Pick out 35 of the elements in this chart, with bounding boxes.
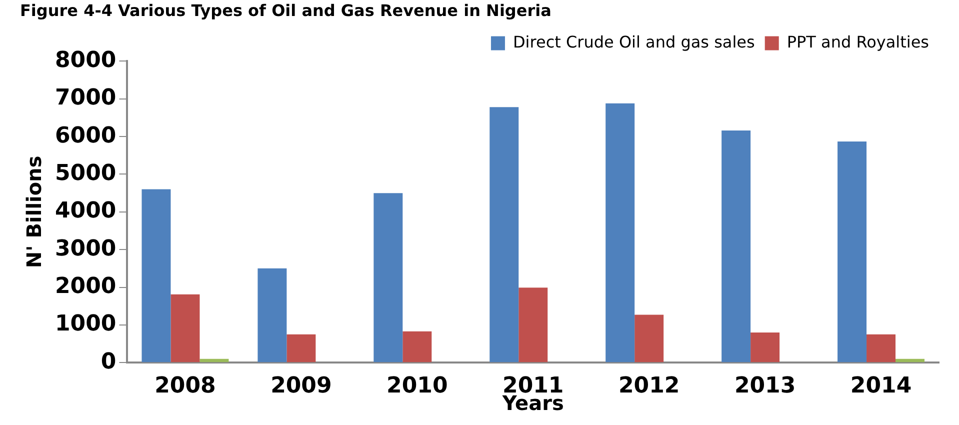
- y-tick-label: 7000: [54, 86, 116, 111]
- bar: [838, 141, 867, 362]
- x-tick-label: 2008: [154, 374, 216, 399]
- bar: [374, 193, 403, 362]
- y-tick-label: 0: [100, 349, 116, 374]
- y-tick-label: 5000: [54, 160, 116, 186]
- legend-label: Direct Crude Oil and gas sales: [512, 32, 755, 52]
- bar: [402, 331, 432, 362]
- bar: [258, 268, 287, 362]
- bar: [606, 103, 635, 362]
- bar: [490, 107, 519, 362]
- x-tick-label: 2013: [734, 374, 796, 399]
- x-tick-label: 2012: [618, 374, 680, 399]
- bar: [866, 334, 896, 362]
- y-tick-label: 1000: [54, 312, 116, 337]
- y-tick-label: 6000: [54, 123, 116, 148]
- y-tick-label: 2000: [54, 274, 116, 299]
- legend-label: PPT and Royalties: [786, 32, 930, 52]
- bar: [722, 130, 751, 362]
- bar: [170, 294, 200, 362]
- y-tick-label: 4000: [54, 198, 116, 224]
- y-axis-title: N' Billions: [22, 156, 46, 268]
- bar: [286, 334, 316, 362]
- y-tick-label: 8000: [54, 48, 116, 73]
- x-tick-label: 2009: [270, 374, 332, 399]
- bar: [634, 314, 664, 362]
- bar: [896, 358, 925, 362]
- x-tick-label: 2014: [850, 374, 912, 399]
- chart-title: Figure 4-4 Various Types of Oil and Gas Revenue in Nigeria: [20, 0, 552, 20]
- bar: [142, 189, 171, 362]
- bar: [750, 332, 780, 362]
- y-tick-label: 3000: [54, 236, 116, 262]
- bar: [518, 288, 548, 362]
- bar: [200, 358, 229, 362]
- x-tick-label: 2010: [386, 374, 448, 399]
